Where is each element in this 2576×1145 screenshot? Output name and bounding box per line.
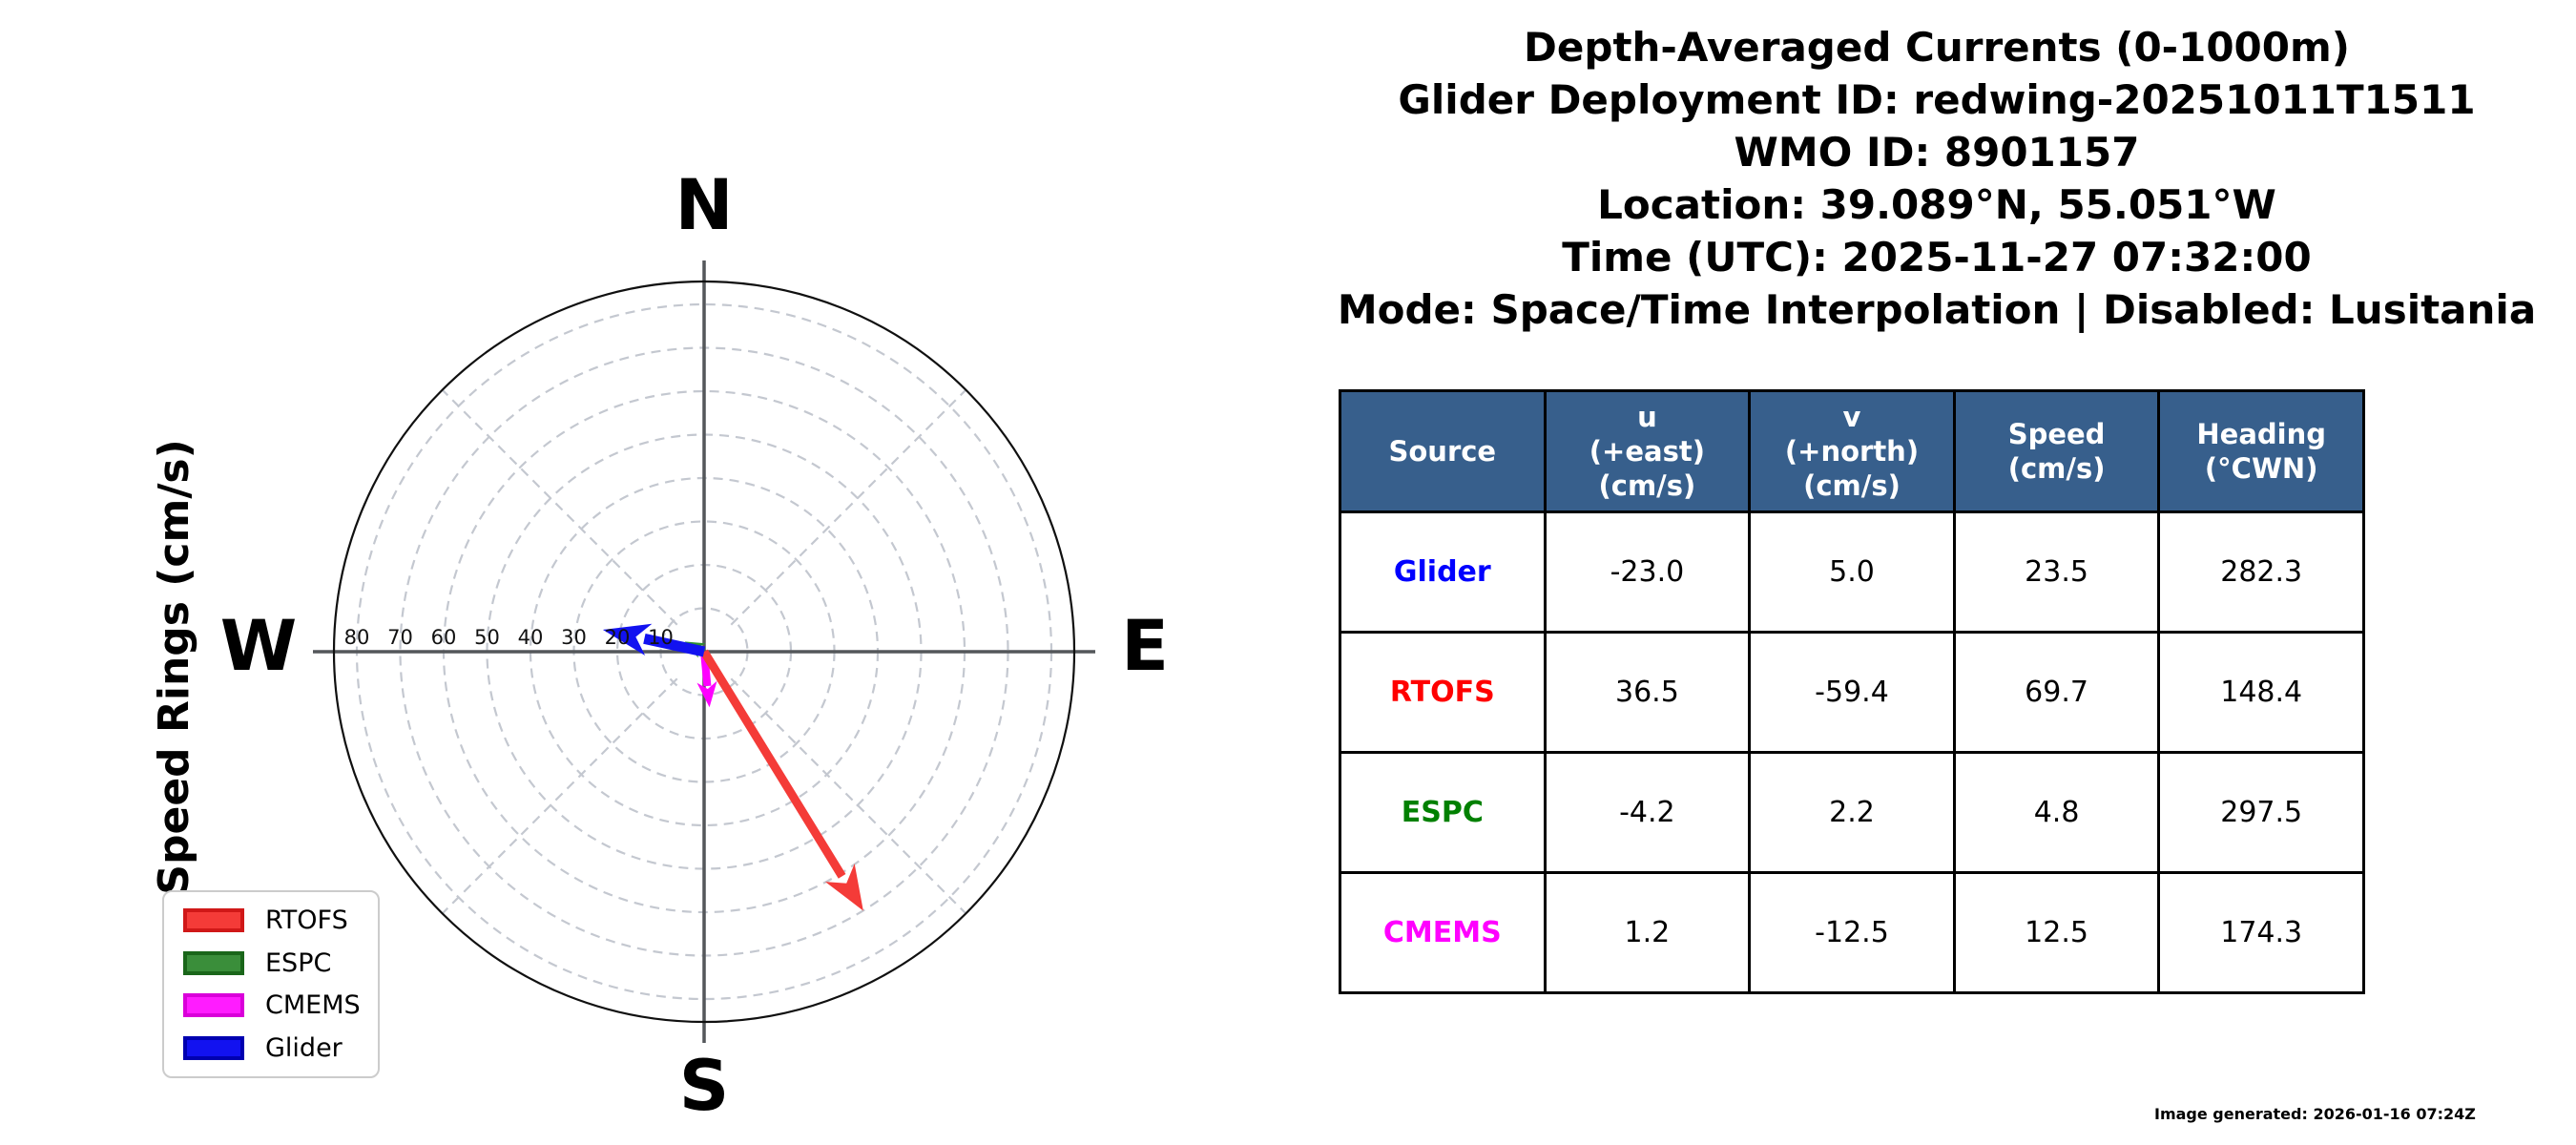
currents-table: Source u (+east) (cm/s) v (+north) (cm/s) Speed… (1339, 389, 2365, 994)
table-row: RTOFS 36.5 -59.4 69.7 148.4 (1339, 631, 2365, 754)
col-header-v: v (+north) (cm/s) (1748, 389, 1956, 513)
title-line-2: Glider Deployment ID: redwing-20251011T1… (1398, 76, 2476, 123)
col-header-line: (cm/s) (1803, 469, 1901, 502)
col-header-line: v (1842, 401, 1861, 433)
cell-value: 297.5 (2157, 751, 2365, 874)
cell-source-rtofs: RTOFS (1339, 631, 1547, 754)
legend-label: ESPC (265, 947, 332, 978)
ring-label-70: 70 (387, 626, 413, 649)
col-header-line: (°CWN) (2204, 452, 2318, 485)
cell-value: 174.3 (2157, 871, 2365, 994)
cell-value: 23.5 (1952, 510, 2161, 634)
title-line-1: Depth-Averaged Currents (0-1000m) (1524, 24, 2350, 71)
title-block: Depth-Averaged Currents (0-1000m) Glider … (1326, 21, 2547, 336)
legend-label: RTOFS (265, 905, 348, 935)
ring-label-10: 10 (648, 626, 674, 649)
cell-value: 69.7 (1952, 631, 2161, 754)
ring-label-60: 60 (431, 626, 457, 649)
cell-value: 12.5 (1952, 871, 2161, 994)
outer-circle (332, 280, 1076, 1024)
ring-label-20: 20 (605, 626, 631, 649)
cell-source-glider: Glider (1339, 510, 1547, 634)
col-header-line: (+east) (1589, 435, 1705, 468)
title-line-6: Mode: Space/Time Interpolation | Disable… (1337, 286, 2537, 333)
compass-label-west: W (220, 606, 298, 687)
arrow-head (696, 680, 717, 708)
glider-vector-arrow (602, 623, 706, 657)
col-header-line: (+north) (1784, 435, 1920, 468)
col-header-speed: Speed (cm/s) (1952, 389, 2161, 513)
title-line-5: Time (UTC): 2025-11-27 07:32:00 (1562, 234, 2312, 281)
legend-swatch-espc (183, 950, 244, 975)
col-header-source: Source (1339, 389, 1547, 513)
legend-label: CMEMS (265, 990, 361, 1021)
cell-value: 2.2 (1748, 751, 1956, 874)
diagonal-spoke (441, 388, 678, 626)
table-header-row: Source u (+east) (cm/s) v (+north) (cm/s) Speed… (1339, 389, 2365, 513)
diagonal-spoke (730, 677, 967, 915)
cell-value: 282.3 (2157, 510, 2365, 634)
table-row: ESPC -4.2 2.2 4.8 297.5 (1339, 751, 2365, 874)
ring-tick-labels: 10 20 30 40 50 60 70 80 (344, 626, 674, 649)
legend-swatch-cmems (183, 993, 244, 1018)
cell-value: 4.8 (1952, 751, 2161, 874)
arrow-shaft (643, 634, 706, 657)
radial-axis-title: Speed Rings (cm/s) (150, 439, 198, 894)
cell-value: -23.0 (1543, 510, 1752, 634)
arrow-head (602, 623, 653, 656)
col-header-line: Speed (2007, 418, 2106, 450)
diagonal-spoke (730, 388, 967, 626)
cell-value: -4.2 (1543, 751, 1752, 874)
diagonal-spoke (441, 677, 678, 915)
cell-value: 36.5 (1543, 631, 1752, 754)
legend-item-cmems: CMEMS (183, 990, 378, 1020)
cell-source-cmems: CMEMS (1339, 871, 1547, 994)
title-line-3: WMO ID: 8901157 (1734, 129, 2140, 176)
col-header-line: Heading (2196, 418, 2326, 450)
rtofs-vector-arrow (700, 649, 863, 911)
cell-value: 1.2 (1543, 871, 1752, 994)
cell-value: 5.0 (1748, 510, 1956, 634)
legend: RTOFS ESPC CMEMS Glider (162, 890, 380, 1078)
col-header-line: (cm/s) (1598, 469, 1696, 502)
legend-item-rtofs: RTOFS (183, 906, 378, 935)
cell-value: -12.5 (1748, 871, 1956, 994)
table-row: CMEMS 1.2 -12.5 12.5 174.3 (1339, 871, 2365, 994)
title-line-4: Location: 39.089°N, 55.051°W (1597, 181, 2276, 228)
col-header-u: u (+east) (cm/s) (1543, 389, 1752, 513)
arrow-head (824, 864, 863, 911)
legend-swatch-glider (183, 1036, 244, 1061)
table-row: Glider -23.0 5.0 23.5 282.3 (1339, 510, 2365, 634)
compass-label-east: E (1121, 606, 1169, 687)
legend-label: Glider (265, 1033, 343, 1064)
legend-item-glider: Glider (183, 1033, 378, 1063)
col-header-line: u (1637, 401, 1657, 433)
cell-source-espc: ESPC (1339, 751, 1547, 874)
legend-swatch-rtofs (183, 907, 244, 932)
legend-item-espc: ESPC (183, 948, 378, 978)
ring-label-40: 40 (518, 626, 544, 649)
ring-label-80: 80 (344, 626, 370, 649)
compass-label-south: S (679, 1046, 730, 1127)
cell-value: 148.4 (2157, 631, 2365, 754)
col-header-line: Source (1388, 435, 1497, 468)
ring-label-30: 30 (561, 626, 587, 649)
cell-value: -59.4 (1748, 631, 1956, 754)
compass-label-north: N (675, 165, 733, 246)
generated-timestamp: Image generated: 2026-01-16 07:24Z (2154, 1105, 2476, 1123)
col-header-heading: Heading (°CWN) (2157, 389, 2365, 513)
col-header-line: (cm/s) (2007, 452, 2106, 485)
current-vectors (602, 623, 863, 911)
arrow-shaft (700, 649, 846, 879)
ring-label-50: 50 (474, 626, 500, 649)
